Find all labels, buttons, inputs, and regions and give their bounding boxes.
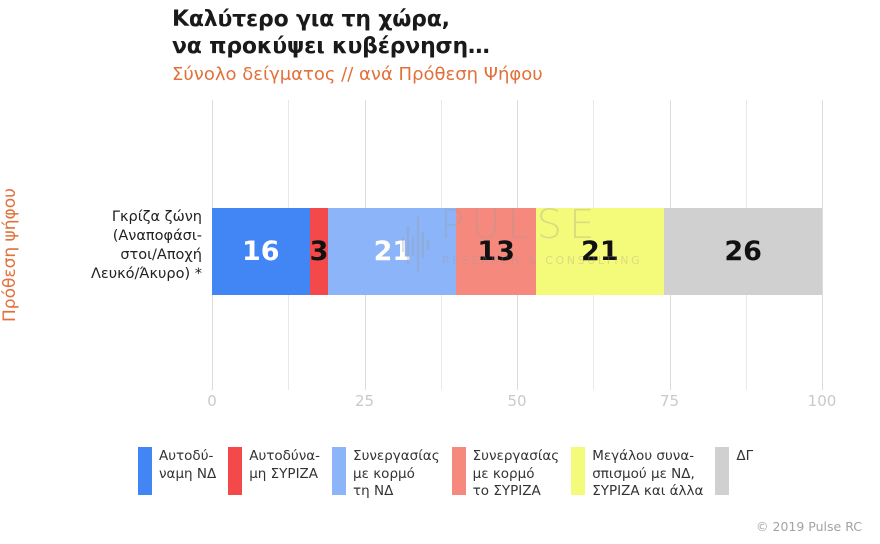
legend-swatch (451, 447, 466, 495)
legend-swatch (571, 447, 586, 495)
bar-segment[interactable]: 26 (663, 208, 823, 295)
x-axis-ticks: 0 25 50 75 100 (207, 392, 836, 416)
legend-label-line: Αυτοδύνα- (249, 448, 321, 464)
legend-label-line: Συνεργασίας (353, 448, 440, 464)
gridline-major (822, 100, 823, 390)
legend-item[interactable]: Μεγάλου συνα-σπισμού με ΝΔ, ΣΥΡΙΖΑ και άλ… (571, 447, 703, 501)
legend-item[interactable]: Αυτοδύνα-μη ΣΥΡΙΖΑ (228, 447, 320, 495)
page-subtitle: Σύνολο δείγματος // ανά Πρόθεση Ψήφου (172, 64, 543, 85)
chart-legend: Αυτοδύ-ναμη ΝΔ Αυτοδύνα-μη ΣΥΡΙΖΑ Συνεργασ… (138, 447, 765, 505)
category-label-line: Λευκό/Άκυρο) * (90, 266, 202, 282)
legend-label-line: σπισμού με ΝΔ, (592, 465, 695, 482)
legend-label-line: ΣΥΡΙΖΑ και άλλα (592, 483, 704, 499)
legend-item[interactable]: ΔΓ (715, 447, 753, 495)
legend-label: Αυτοδύ-ναμη ΝΔ (159, 447, 216, 483)
category-label-line: (Αναποφάσι- (112, 228, 202, 244)
x-axis-tick-label: 0 (207, 392, 217, 410)
legend-label: Μεγάλου συνα-σπισμού με ΝΔ, ΣΥΡΙΖΑ και άλ… (592, 447, 703, 501)
bar-segment-value: 26 (724, 236, 762, 267)
legend-label-line: Αυτοδύ- (159, 448, 214, 464)
legend-swatch (332, 447, 347, 495)
bar-segment-value: 13 (477, 236, 515, 267)
legend-label-line: ναμη ΝΔ (159, 465, 217, 482)
legend-label-line: Μεγάλου συνα- (592, 448, 695, 464)
legend-label: Αυτοδύνα-μη ΣΥΡΙΖΑ (249, 447, 320, 483)
page-title-line-1: Καλύτερο για τη χώρα, (172, 7, 450, 32)
category-label: Γκρίζα ζώνη (Αναποφάσι-στοι/Αποχή Λευκό/Άκ… (40, 208, 202, 284)
bar-segment-value: 16 (242, 236, 280, 267)
bar-segment[interactable]: 16 (212, 208, 310, 295)
x-axis-tick-label: 100 (807, 392, 837, 410)
x-axis-tick-label: 25 (354, 392, 375, 410)
legend-label-line: Συνεργασίας (472, 448, 560, 464)
legend-label: Συνεργασίας με κορμό τη ΝΔ (353, 447, 440, 501)
legend-label-line: τη ΝΔ (353, 483, 394, 499)
y-axis-title: Πρόθεση ψήφου (0, 188, 20, 322)
legend-swatch (138, 447, 152, 495)
legend-swatch (715, 447, 730, 495)
copyright-credit: © 2019 Pulse RC (756, 519, 862, 534)
legend-label-line: με κορμό (472, 465, 535, 482)
page-title-line-2: να προκύψει κυβέρνηση… (172, 34, 490, 59)
x-axis-tick-label: 50 (507, 392, 527, 410)
stacked-bar: 16 3 21 13 21 26 (212, 208, 823, 295)
category-label-line: Γκρίζα ζώνη (111, 209, 202, 225)
bar-segment-value: 21 (373, 236, 412, 267)
legend-label-line: μη ΣΥΡΙΖΑ (249, 465, 319, 482)
legend-item[interactable]: Συνεργασίας με κορμό τη ΝΔ (332, 447, 440, 501)
category-label-line: στοι/Αποχή (120, 247, 202, 263)
legend-label-line: με κορμό (353, 465, 415, 482)
bar-segment-value: 3 (309, 236, 329, 267)
legend-label: Συνεργασίας με κορμό το ΣΥΡΙΖΑ (473, 447, 560, 501)
bar-segment[interactable]: 21 (328, 208, 457, 295)
bar-segment[interactable]: 21 (535, 208, 664, 295)
legend-label: ΔΓ (736, 447, 753, 466)
legend-item[interactable]: Αυτοδύ-ναμη ΝΔ (138, 447, 216, 495)
bar-segment-value: 21 (581, 236, 619, 267)
legend-item[interactable]: Συνεργασίας με κορμό το ΣΥΡΙΖΑ (451, 447, 560, 501)
legend-swatch (228, 447, 243, 495)
chart-header: Καλύτερο για τη χώρα, να προκύψει κυβέρν… (172, 6, 812, 88)
x-axis-tick-label: 75 (659, 392, 680, 410)
bar-segment[interactable]: 13 (456, 208, 536, 295)
bar-segment[interactable]: 3 (309, 208, 329, 295)
legend-label-line: ΔΓ (736, 448, 754, 464)
legend-label-line: το ΣΥΡΙΖΑ (472, 483, 541, 499)
